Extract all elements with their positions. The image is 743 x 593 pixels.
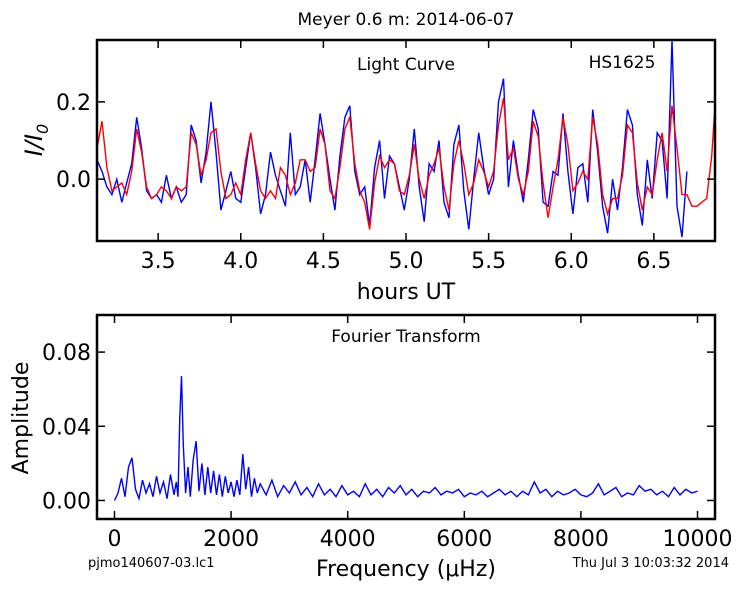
x-tick-label: 6.0	[554, 249, 589, 274]
x-tick-label: 5.0	[389, 249, 424, 274]
y-tick-label: 0.04	[42, 415, 91, 440]
fourier-ylabel: Amplitude	[9, 362, 34, 475]
x-tick-label: 5.5	[471, 249, 506, 274]
fourier-ticks: 0 2000 4000 6000 8000 10000 0.00 0.04 0.08	[42, 315, 733, 552]
light-curve-ticks: 3.5 4.0 4.5 5.0 5.5 6.0 6.5 0.0 0.2	[56, 40, 715, 274]
fourier-frame	[95, 313, 717, 521]
x-tick-label: 2000	[203, 527, 259, 552]
light-curve-series-group	[97, 40, 715, 238]
x-tick-label: 4000	[320, 527, 376, 552]
x-tick-label: 3.5	[141, 249, 176, 274]
figure-title: Meyer 0.6 m: 2014-06-07	[298, 10, 515, 30]
star-name-annotation: HS1625	[589, 53, 656, 73]
x-tick-label: 10000	[663, 527, 733, 552]
fourier-panel: 0 2000 4000 6000 8000 10000 0.00 0.04 0.08 Fouri…	[9, 313, 733, 582]
light-curve-title: Light Curve	[357, 55, 455, 75]
x-tick-label: 0	[107, 527, 121, 552]
light-curve-ylabel: I/I0	[20, 124, 52, 156]
light-curve-xlabel: hours UT	[357, 280, 456, 305]
x-tick-label: 6000	[436, 527, 492, 552]
x-tick-label: 8000	[553, 527, 609, 552]
x-tick-label: 4.0	[223, 249, 258, 274]
fourier-title: Fourier Transform	[331, 327, 480, 347]
y-tick-label: 0.2	[56, 91, 91, 116]
svg-text:I/I0: I/I0	[20, 124, 52, 156]
footer-timestamp: Thu Jul 3 10:03:32 2014	[572, 556, 729, 571]
footer-filename: pjmo140607-03.lc1	[88, 556, 215, 571]
y-tick-label: 0.08	[42, 341, 91, 366]
series-line-0-1	[97, 97, 715, 230]
series-line-1-0	[113, 376, 698, 502]
y-tick-label: 0.00	[42, 489, 91, 514]
x-tick-label: 6.5	[636, 249, 671, 274]
ylabel-subscript: 0	[33, 124, 52, 134]
x-tick-label: 4.5	[306, 249, 341, 274]
light-curve-panel: 3.5 4.0 4.5 5.0 5.5 6.0 6.50.00.2 Light Curve …	[20, 38, 717, 305]
ylabel-main: I/I	[20, 134, 48, 156]
fourier-xlabel: Frequency (μHz)	[316, 557, 496, 582]
y-tick-label: 0.0	[56, 168, 91, 193]
fourier-series-group	[113, 376, 698, 502]
series-line-0-0	[97, 40, 688, 238]
